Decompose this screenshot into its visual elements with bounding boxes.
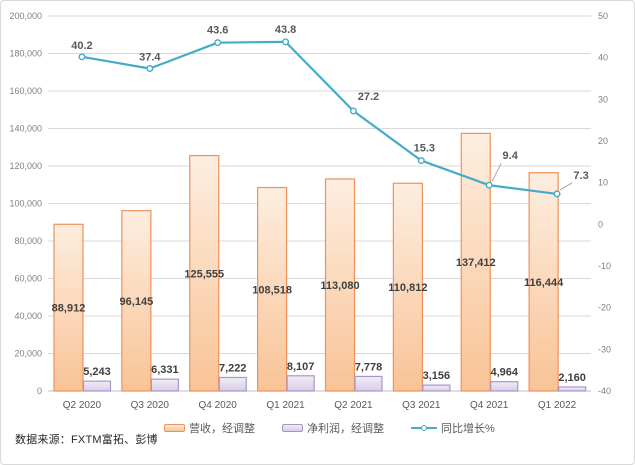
revenue-bar [121, 210, 152, 392]
right-axis-tick-label: 0 [598, 219, 603, 229]
growth-point-label: 15.3 [414, 143, 435, 155]
category-label: Q2 2021 [334, 400, 373, 411]
growth-point-label: 9.4 [503, 150, 519, 162]
label-leader-line [559, 182, 573, 191]
category-label: Q4 2020 [199, 400, 238, 411]
label-leader-line [491, 162, 502, 182]
revenue-bar [257, 186, 288, 392]
growth-line-swatch-icon [411, 424, 437, 433]
left-axis-tick-label: 80,000 [14, 236, 42, 246]
revenue-bar [528, 172, 559, 392]
revenue-bar-label: 110,812 [388, 282, 427, 294]
growth-marker [553, 190, 561, 198]
legend-label-revenue: 营收，经调整 [189, 423, 255, 435]
revenue-bar-label: 125,555 [184, 268, 224, 280]
growth-marker [282, 38, 290, 46]
growth-marker [146, 64, 154, 72]
profit-bar [150, 378, 179, 392]
revenue-bar-label: 113,080 [320, 280, 359, 292]
legend-label-profit: 净利润，经调整 [307, 423, 384, 435]
revenue-bar-label: 96,145 [120, 296, 154, 308]
profit-bar-label: 6,331 [151, 364, 179, 376]
left-axis-tick-label: 60,000 [14, 274, 42, 284]
right-axis-tick-label: 50 [598, 11, 608, 21]
profit-bar [286, 375, 315, 392]
profit-swatch-icon [282, 424, 303, 432]
right-axis-tick-label: -40 [598, 386, 611, 396]
left-axis-tick-label: 120,000 [9, 161, 42, 171]
profit-bar-label: 7,778 [355, 361, 383, 373]
revenue-bar [324, 178, 356, 392]
growth-marker [349, 107, 357, 115]
profit-bar [218, 376, 247, 392]
left-axis-tick-label: 20,000 [14, 349, 42, 359]
profit-bar [422, 384, 451, 392]
category-label: Q4 2021 [470, 400, 509, 411]
growth-marker [485, 181, 493, 189]
source-note: 数据来源：FXTM富拓、彭博 [15, 434, 158, 446]
profit-bar-label: 4,964 [490, 367, 518, 379]
category-label: Q3 2021 [402, 400, 441, 411]
revenue-swatch-icon [164, 424, 185, 432]
left-axis-tick-label: 140,000 [9, 124, 42, 134]
chart-legend: 营收，经调整 净利润，经调整 同比增长% [164, 420, 495, 436]
growth-point-label: 7.3 [573, 170, 588, 182]
right-axis-tick-label: 40 [598, 53, 608, 63]
profit-bar-label: 3,156 [423, 370, 451, 382]
growth-marker [214, 39, 222, 47]
right-axis-tick-label: -20 [598, 303, 611, 313]
category-label: Q1 2022 [538, 400, 577, 411]
revenue-bar-label: 116,444 [524, 277, 564, 289]
growth-point-label: 27.2 [358, 91, 379, 103]
revenue-bar-label: 88,912 [52, 303, 86, 315]
legend-item-profit: 净利润，经调整 [282, 420, 384, 436]
growth-marker [78, 53, 86, 61]
left-axis-tick-label: 100,000 [9, 199, 42, 209]
left-axis-tick-label: 160,000 [9, 86, 42, 96]
revenue-bar-label: 108,518 [252, 284, 292, 296]
profit-bar [490, 381, 519, 392]
right-axis-tick-label: -10 [598, 261, 611, 271]
left-axis-tick-label: 200,000 [9, 11, 42, 21]
legend-label-growth: 同比增长% [441, 423, 495, 435]
growth-marker [417, 157, 425, 165]
category-label: Q3 2020 [131, 400, 170, 411]
growth-line [81, 40, 558, 196]
profit-bar [558, 386, 587, 392]
left-axis-tick-label: 0 [37, 386, 42, 396]
legend-item-growth: 同比增长% [411, 420, 495, 436]
growth-point-label: 37.4 [139, 52, 161, 64]
revenue-bar [53, 223, 84, 392]
profit-bar-label: 5,243 [83, 366, 111, 378]
revenue-bar-label: 137,412 [456, 257, 496, 269]
profit-bar-label: 7,222 [219, 362, 247, 374]
revenue-bar [392, 182, 423, 392]
legend-item-revenue: 营收，经调整 [164, 420, 255, 436]
category-label: Q2 2020 [63, 400, 102, 411]
right-axis-tick-label: 30 [598, 94, 608, 104]
profit-bar-label: 8,107 [287, 361, 315, 373]
category-label: Q1 2021 [266, 400, 305, 411]
left-axis-tick-label: 40,000 [14, 311, 42, 321]
revenue-bar [189, 154, 220, 392]
profit-bar-label: 2,160 [558, 372, 586, 384]
growth-point-label: 40.2 [71, 40, 92, 52]
right-axis-tick-label: 20 [598, 136, 608, 146]
growth-point-label: 43.8 [275, 24, 296, 36]
right-axis-tick-label: 10 [598, 178, 608, 188]
left-axis-tick-label: 180,000 [9, 49, 42, 59]
profit-bar [354, 375, 383, 392]
right-axis-tick-label: -30 [598, 344, 611, 354]
growth-point-label: 43.6 [207, 25, 228, 37]
profit-bar [82, 380, 112, 392]
